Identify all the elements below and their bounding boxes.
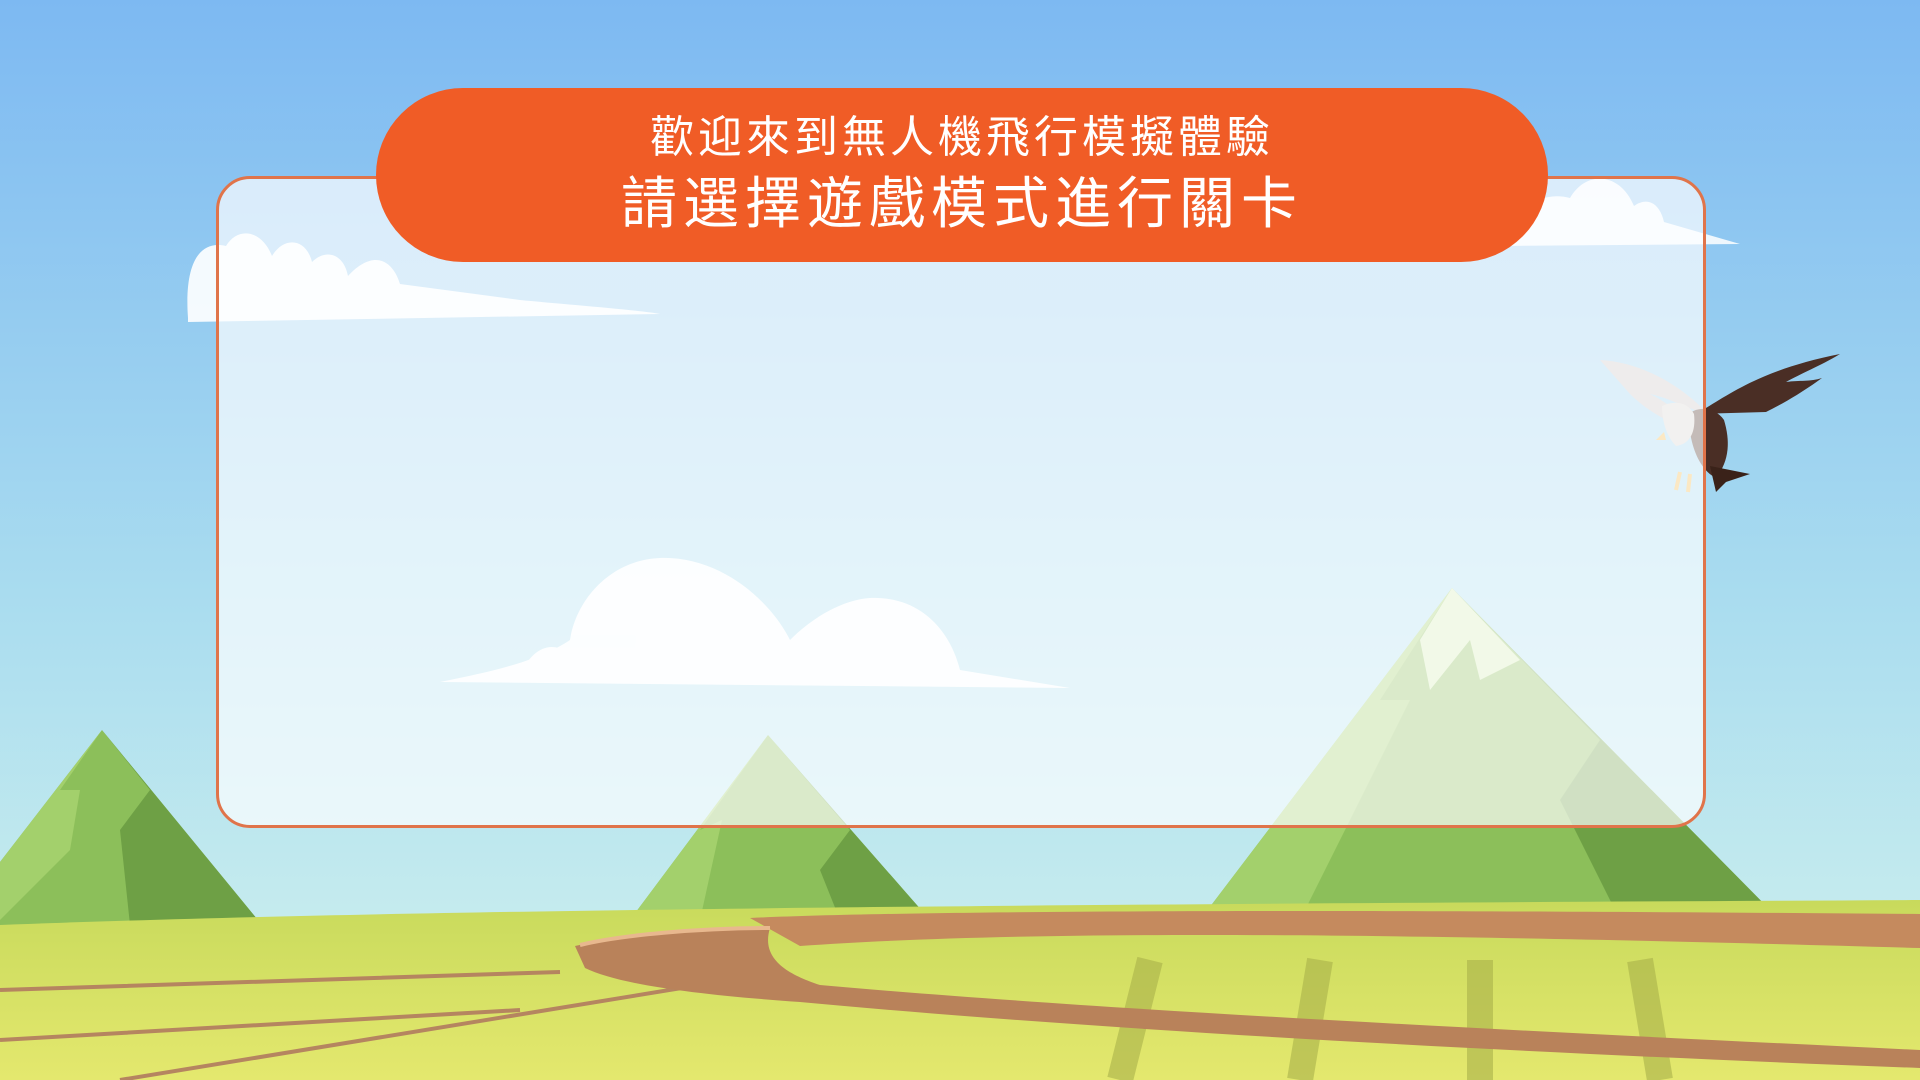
curved-road (575, 911, 1920, 1068)
welcome-title: 歡迎來到無人機飛行模擬體驗 (650, 112, 1274, 163)
title-banner: 歡迎來到無人機飛行模擬體驗 請選擇遊戲模式進行關卡 (376, 88, 1548, 262)
select-mode-subtitle: 請選擇遊戲模式進行關卡 (621, 172, 1303, 237)
mountain-left (0, 730, 262, 925)
mode-selection-panel (216, 176, 1706, 828)
